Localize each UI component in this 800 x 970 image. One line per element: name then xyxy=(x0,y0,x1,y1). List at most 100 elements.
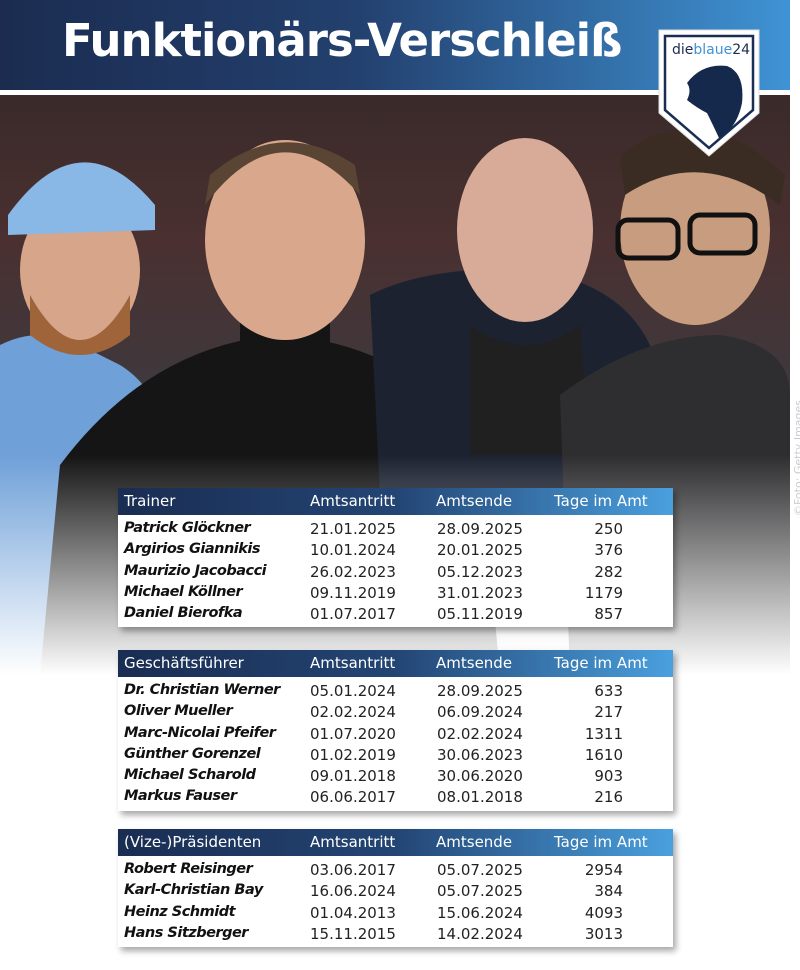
table-title: (Vize-)Präsidenten xyxy=(124,833,262,851)
days-in-office: 250 xyxy=(594,520,623,538)
days-in-office: 4093 xyxy=(584,903,623,922)
days-in-office: 2954 xyxy=(584,861,623,879)
end-date: 28.09.2025 xyxy=(437,682,523,700)
start-date: 16.06.2024 xyxy=(310,882,396,901)
col-header-end: Amtsende xyxy=(436,833,513,851)
days-in-office: 633 xyxy=(594,682,623,700)
table-0: Trainer Amtsantritt Amtsende Tage im Amt… xyxy=(118,488,673,628)
start-date: 26.02.2023 xyxy=(310,562,396,581)
start-date: 02.02.2024 xyxy=(310,703,396,722)
dieblaue24-logo: dieblaue24 xyxy=(658,29,760,157)
col-header-start: Amtsantritt xyxy=(310,833,396,851)
lion-icon xyxy=(687,65,743,138)
start-date: 01.07.2017 xyxy=(310,605,396,624)
start-date: 06.06.2017 xyxy=(310,788,396,807)
table-2: (Vize-)Präsidenten Amtsantritt Amtsende … xyxy=(118,829,673,948)
start-date: 09.01.2018 xyxy=(310,767,396,786)
table-header: (Vize-)Präsidenten Amtsantritt Amtsende … xyxy=(118,829,673,856)
start-date: 01.04.2013 xyxy=(310,903,396,922)
table-row: Robert Reisinger 03.06.2017 05.07.2025 2… xyxy=(118,859,673,880)
table-row: Günther Gorenzel 01.02.2019 30.06.2023 1… xyxy=(118,744,673,765)
days-in-office: 1311 xyxy=(584,724,623,743)
end-date: 15.06.2024 xyxy=(437,903,523,922)
table-title: Trainer xyxy=(124,492,176,510)
days-in-office: 217 xyxy=(594,703,623,722)
table-header: Trainer Amtsantritt Amtsende Tage im Amt xyxy=(118,488,673,515)
table-row: Oliver Mueller 02.02.2024 06.09.2024 217 xyxy=(118,701,673,722)
person-name: Argirios Giannikis xyxy=(124,541,261,558)
days-in-office: 384 xyxy=(594,882,623,901)
table-row: Michael Köllner 09.11.2019 31.01.2023 11… xyxy=(118,582,673,603)
col-header-start: Amtsantritt xyxy=(310,492,396,510)
svg-text:dieblaue24: dieblaue24 xyxy=(672,42,750,58)
photo-credit: ©Foto: Getty Images xyxy=(792,400,800,517)
end-date: 08.01.2018 xyxy=(437,788,523,807)
days-in-office: 376 xyxy=(594,541,623,560)
photo-collage xyxy=(0,95,790,675)
person-name: Michael Köllner xyxy=(124,583,243,600)
person-name: Günther Gorenzel xyxy=(124,745,261,762)
col-header-days: Tage im Amt xyxy=(554,492,648,510)
col-header-end: Amtsende xyxy=(436,492,513,510)
table-row: Karl-Christian Bay 16.06.2024 05.07.2025… xyxy=(118,880,673,901)
start-date: 01.02.2019 xyxy=(310,745,396,764)
table-header: Geschäftsführer Amtsantritt Amtsende Tag… xyxy=(118,650,673,677)
table-row: Heinz Schmidt 01.04.2013 15.06.2024 4093 xyxy=(118,902,673,923)
table-title: Geschäftsführer xyxy=(124,654,244,672)
end-date: 30.06.2023 xyxy=(437,745,523,764)
end-date: 05.07.2025 xyxy=(437,861,523,879)
start-date: 15.11.2015 xyxy=(310,924,396,943)
end-date: 05.12.2023 xyxy=(437,562,523,581)
title-banner: Funktionärs-Verschleiß xyxy=(0,0,790,90)
person-name: Oliver Mueller xyxy=(124,703,233,720)
end-date: 05.07.2025 xyxy=(437,882,523,901)
table-row: Dr. Christian Werner 05.01.2024 28.09.20… xyxy=(118,680,673,701)
end-date: 06.09.2024 xyxy=(437,703,523,722)
end-date: 02.02.2024 xyxy=(437,724,523,743)
start-date: 21.01.2025 xyxy=(310,520,396,538)
person-name: Daniel Bierofka xyxy=(124,605,243,622)
person-name: Marc-Nicolai Pfeifer xyxy=(124,724,276,741)
col-header-days: Tage im Amt xyxy=(554,833,648,851)
person-name: Maurizio Jacobacci xyxy=(124,562,267,579)
end-date: 30.06.2020 xyxy=(437,767,523,786)
col-header-days: Tage im Amt xyxy=(554,654,648,672)
start-date: 01.07.2020 xyxy=(310,724,396,743)
end-date: 14.02.2024 xyxy=(437,924,523,943)
person-name: Heinz Schmidt xyxy=(124,903,236,920)
days-in-office: 282 xyxy=(594,562,623,581)
person-name: Michael Scharold xyxy=(124,767,256,784)
end-date: 20.01.2025 xyxy=(437,541,523,560)
table-row: Marc-Nicolai Pfeifer 01.07.2020 02.02.20… xyxy=(118,723,673,744)
days-in-office: 216 xyxy=(594,788,623,807)
person-name: Markus Fauser xyxy=(124,788,237,805)
end-date: 05.11.2019 xyxy=(437,605,523,624)
person-name: Robert Reisinger xyxy=(124,861,253,877)
col-header-start: Amtsantritt xyxy=(310,654,396,672)
days-in-office: 1610 xyxy=(584,745,623,764)
person-name: Karl-Christian Bay xyxy=(124,882,263,899)
start-date: 09.11.2019 xyxy=(310,583,396,602)
person-name: Hans Sitzberger xyxy=(124,924,248,941)
days-in-office: 1179 xyxy=(584,583,623,602)
table-row: Markus Fauser 06.06.2017 08.01.2018 216 xyxy=(118,786,673,807)
col-header-end: Amtsende xyxy=(436,654,513,672)
table-row: Patrick Glöckner 21.01.2025 28.09.2025 2… xyxy=(118,518,673,539)
page-title: Funktionärs-Verschleiß xyxy=(62,14,622,67)
table-1: Geschäftsführer Amtsantritt Amtsende Tag… xyxy=(118,650,673,811)
person-name: Patrick Glöckner xyxy=(124,520,251,536)
start-date: 10.01.2024 xyxy=(310,541,396,560)
table-row: Argirios Giannikis 10.01.2024 20.01.2025… xyxy=(118,539,673,560)
start-date: 05.01.2024 xyxy=(310,682,396,700)
days-in-office: 903 xyxy=(594,767,623,786)
table-row: Maurizio Jacobacci 26.02.2023 05.12.2023… xyxy=(118,561,673,582)
end-date: 28.09.2025 xyxy=(437,520,523,538)
person-name: Dr. Christian Werner xyxy=(124,682,280,698)
table-row: Daniel Bierofka 01.07.2017 05.11.2019 85… xyxy=(118,603,673,624)
table-row: Hans Sitzberger 15.11.2015 14.02.2024 30… xyxy=(118,923,673,944)
days-in-office: 3013 xyxy=(584,924,623,943)
days-in-office: 857 xyxy=(594,605,623,624)
table-row: Michael Scharold 09.01.2018 30.06.2020 9… xyxy=(118,765,673,786)
end-date: 31.01.2023 xyxy=(437,583,523,602)
start-date: 03.06.2017 xyxy=(310,861,396,879)
